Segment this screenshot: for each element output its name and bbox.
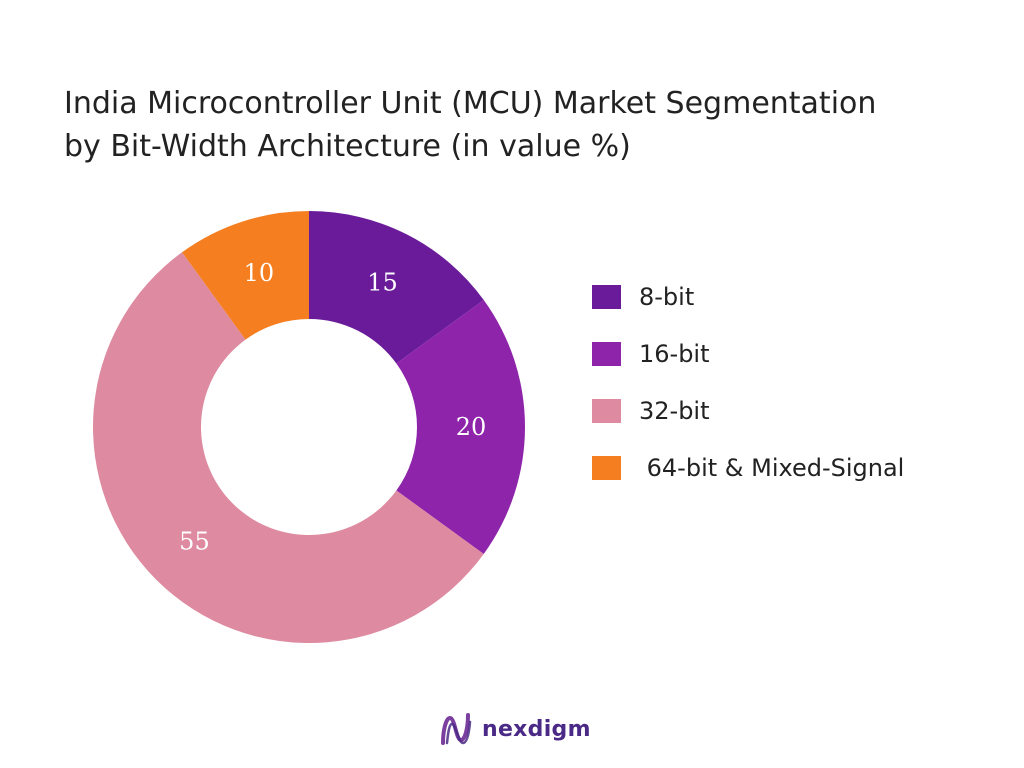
legend-item-64-bit-mixed-signal: 64-bit & Mixed-Signal xyxy=(592,453,904,482)
legend-label-64-bit-mixed-signal: 64-bit & Mixed-Signal xyxy=(639,453,905,482)
brand-name: nexdigm xyxy=(482,716,591,742)
data-label-64-bit-mixed-signal: 10 xyxy=(244,259,275,287)
donut-slice-32-bit xyxy=(92,252,484,644)
legend-swatch-16-bit xyxy=(592,341,621,366)
data-label-32-bit: 55 xyxy=(179,528,210,556)
legend-item-16-bit: 16-bit xyxy=(592,339,904,368)
chart-title: India Microcontroller Unit (MCU) Market … xyxy=(64,82,984,168)
chart-title-line-1: India Microcontroller Unit (MCU) Market … xyxy=(64,86,877,121)
chart-title-line-2: by Bit-Width Architecture (in value %) xyxy=(64,129,631,164)
legend-label-16-bit: 16-bit xyxy=(639,339,710,368)
chart-legend: 8-bit 16-bit 32-bit 64-bit & Mixed-Signa… xyxy=(592,282,904,510)
legend-item-32-bit: 32-bit xyxy=(592,396,904,425)
legend-swatch-8-bit xyxy=(592,284,621,309)
brand-logo: nexdigm xyxy=(438,710,591,748)
legend-swatch-64-bit-mixed-signal xyxy=(592,455,621,480)
legend-label-32-bit: 32-bit xyxy=(639,396,710,425)
legend-swatch-32-bit xyxy=(592,398,621,423)
donut-slice-16-bit xyxy=(396,300,525,554)
legend-item-8-bit: 8-bit xyxy=(592,282,904,311)
nexdigm-logo-icon xyxy=(441,713,472,745)
donut-slice-8-bit xyxy=(309,211,484,364)
legend-label-8-bit: 8-bit xyxy=(639,282,695,311)
data-label-16-bit: 20 xyxy=(456,413,487,441)
donut-slice-64-bit-mixed-signal xyxy=(182,211,309,340)
data-label-8-bit: 15 xyxy=(367,269,398,297)
